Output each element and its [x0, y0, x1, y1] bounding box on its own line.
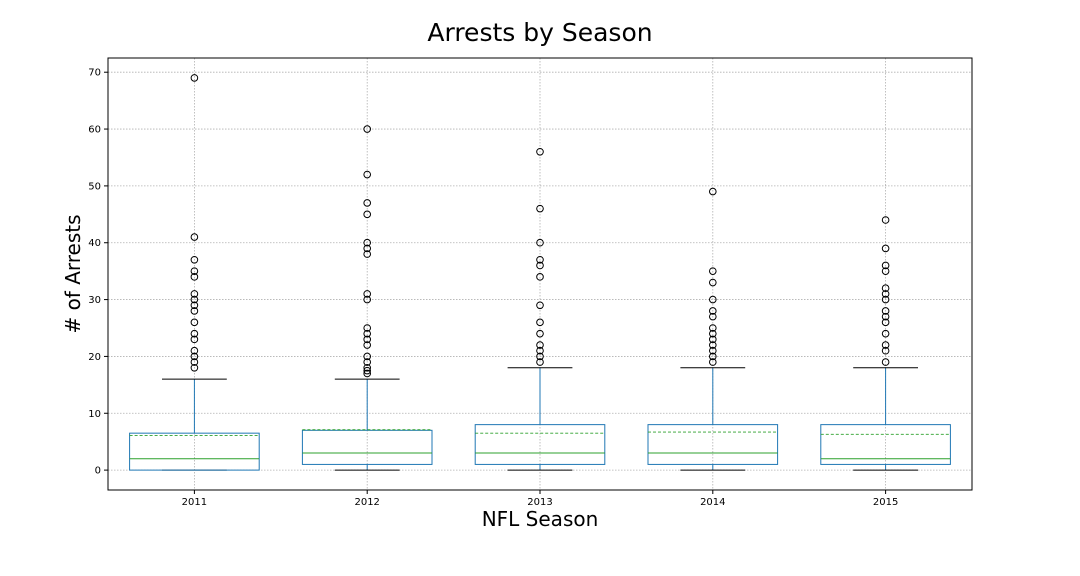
outlier-point: [536, 204, 544, 213]
outlier-point: [190, 273, 199, 281]
outlier-point: [363, 341, 372, 349]
outlier-point: [881, 329, 890, 338]
outlier-point: [363, 170, 372, 179]
outlier-point: [190, 74, 199, 82]
x-tick-label: 2013: [527, 497, 552, 508]
box-iqr: [129, 432, 260, 471]
y-tick-label: 70: [88, 68, 101, 79]
box-iqr: [301, 429, 433, 465]
outlier-point: [709, 267, 717, 275]
outlier-point: [190, 301, 199, 310]
outlier-point: [190, 363, 199, 372]
outlier-point: [363, 329, 372, 338]
outlier-point: [536, 329, 544, 338]
outlier-point: [881, 318, 890, 327]
outlier-point: [881, 261, 890, 270]
x-tick-label: 2014: [700, 497, 725, 508]
outlier-point: [881, 341, 890, 349]
outlier-point: [363, 363, 372, 372]
outlier-point: [881, 295, 890, 304]
outlier-point: [363, 250, 372, 258]
outlier-point: [363, 199, 372, 207]
outlier-point: [363, 352, 372, 361]
outlier-point: [709, 329, 717, 338]
y-tick-label: 0: [95, 466, 101, 477]
outlier-point: [881, 267, 890, 275]
outlier-point: [536, 238, 544, 247]
y-tick-label: 50: [88, 181, 101, 192]
outlier-point: [536, 255, 544, 264]
x-axis-label: NFL Season: [481, 507, 599, 531]
outlier-point: [536, 147, 544, 156]
plot-frame: [107, 57, 973, 491]
outlier-point: [536, 273, 544, 281]
outlier-point: [363, 244, 372, 253]
outlier-point: [536, 352, 544, 361]
outlier-point: [363, 358, 372, 366]
outlier-point: [190, 358, 199, 366]
outlier-point: [190, 346, 199, 355]
outlier-point: [363, 295, 372, 304]
outlier-point: [709, 341, 717, 349]
outlier-point: [881, 358, 890, 366]
outlier-point: [709, 346, 717, 355]
outlier-point: [363, 369, 372, 378]
outlier-point: [363, 324, 372, 332]
outlier-point: [190, 329, 199, 338]
box-iqr: [647, 424, 779, 465]
box-iqr: [820, 424, 951, 465]
outlier-point: [536, 346, 544, 355]
outlier-point: [363, 335, 372, 344]
outlier-point: [881, 312, 890, 321]
outlier-point: [881, 284, 890, 293]
outlier-point: [363, 238, 372, 247]
outlier-point: [190, 295, 199, 304]
x-tick-label: 2015: [873, 497, 898, 508]
outlier-point: [709, 307, 717, 315]
outlier-point: [709, 358, 717, 366]
outlier-point: [190, 290, 199, 298]
outlier-point: [709, 312, 717, 321]
outlier-point: [190, 318, 199, 327]
outlier-point: [536, 318, 544, 327]
outlier-point: [709, 187, 717, 196]
outlier-point: [363, 366, 372, 375]
outlier-point: [190, 267, 199, 275]
outlier-point: [190, 335, 199, 344]
outlier-point: [536, 358, 544, 366]
y-tick-label: 40: [88, 238, 101, 249]
outlier-point: [536, 341, 544, 349]
outlier-point: [363, 210, 372, 219]
outlier-point: [709, 278, 717, 287]
outlier-point: [881, 307, 890, 315]
outlier-point: [536, 301, 544, 310]
y-tick-label: 20: [88, 352, 101, 363]
outlier-point: [709, 335, 717, 344]
y-tick-label: 30: [88, 295, 101, 306]
outlier-point: [709, 295, 717, 304]
outlier-point: [881, 244, 890, 253]
outlier-point: [363, 125, 372, 133]
outlier-point: [881, 290, 890, 298]
x-tick-label: 2012: [354, 497, 379, 508]
outlier-point: [709, 352, 717, 361]
chart-title: Arrests by Season: [427, 18, 653, 47]
y-tick-label: 10: [88, 409, 101, 420]
box-iqr: [474, 424, 606, 465]
outlier-point: [190, 233, 199, 241]
outlier-point: [881, 346, 890, 355]
outlier-point: [536, 261, 544, 270]
outlier-point: [881, 216, 890, 224]
x-tick-label: 2011: [182, 497, 207, 508]
y-tick-label: 60: [88, 125, 101, 136]
outlier-point: [709, 324, 717, 332]
outlier-point: [363, 290, 372, 298]
outlier-point: [190, 255, 199, 264]
outlier-point: [190, 352, 199, 361]
outlier-point: [190, 307, 199, 315]
